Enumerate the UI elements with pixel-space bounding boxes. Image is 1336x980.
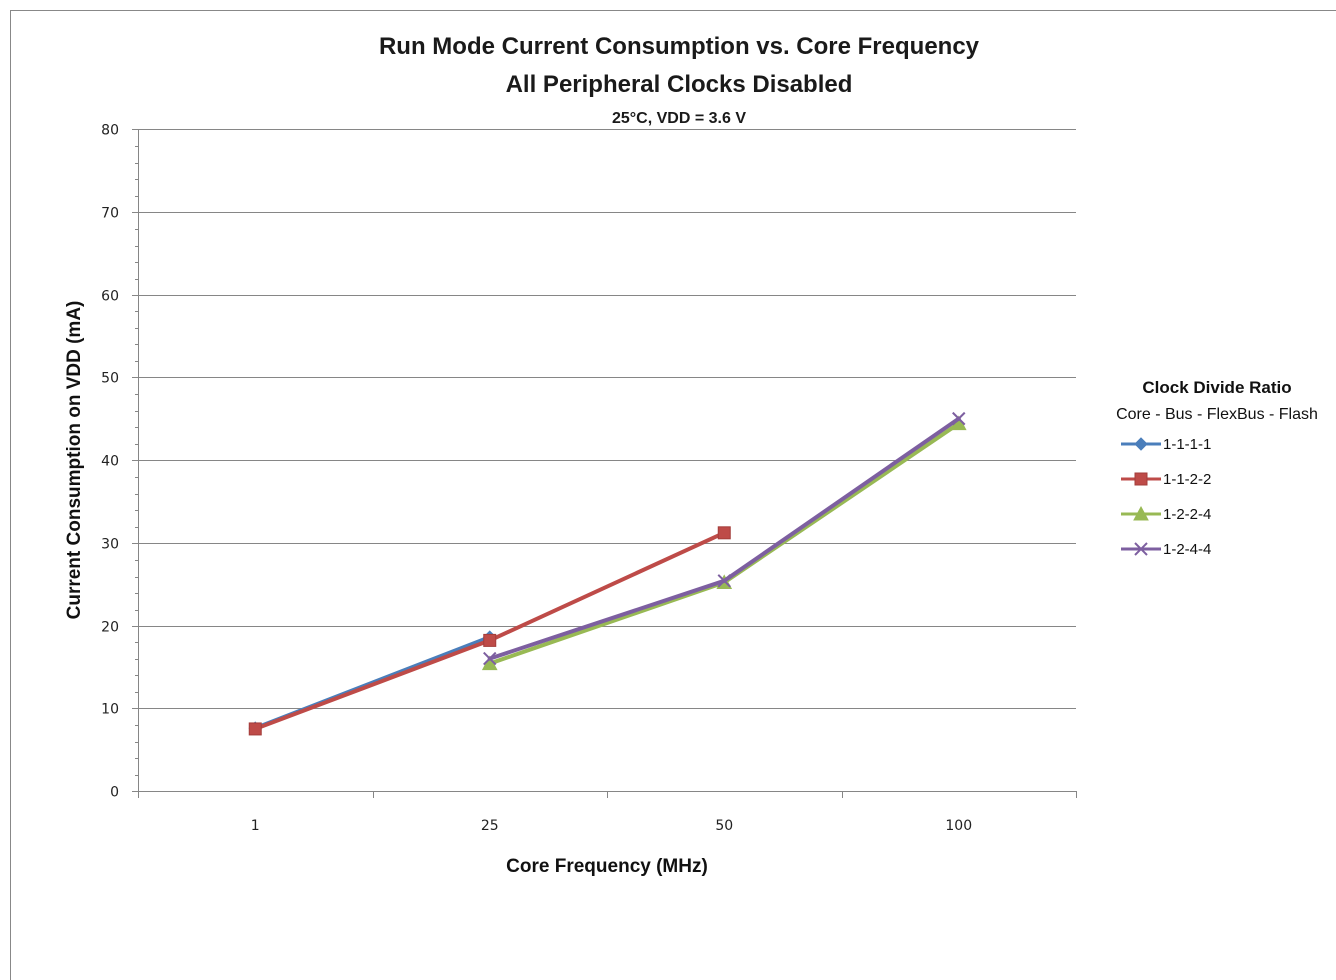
legend-item: 1-2-2-4 <box>1121 505 1211 523</box>
legend-swatch-marker <box>1134 472 1148 486</box>
legend-item: 1-1-2-2 <box>1121 471 1211 488</box>
legend-items: 1-1-1-1 1-1-2-2 1-2-2-4 1-2-4-4 <box>1121 436 1211 558</box>
y-tick-label: 10 <box>101 702 119 718</box>
chart-border <box>10 10 1336 980</box>
data-point <box>952 411 966 426</box>
legend-swatch-marker <box>1134 437 1148 451</box>
legend: Clock Divide Ratio Core - Bus - FlexBus … <box>1116 378 1318 558</box>
y-tick-label: 70 <box>101 206 119 222</box>
data-point <box>483 633 497 647</box>
y-tick-label: 20 <box>101 620 119 636</box>
legend-item: 1-2-4-4 <box>1121 541 1211 558</box>
chart-title: Run Mode Current Consumption vs. Core Fr… <box>379 33 980 60</box>
y-tick-label: 60 <box>101 289 119 305</box>
legend-subtitle: Core - Bus - FlexBus - Flash <box>1116 406 1318 423</box>
data-point <box>717 574 731 588</box>
y-tick-label: 0 <box>110 785 119 801</box>
y-axis-title: Current Consumption on VDD (mA) <box>64 301 85 620</box>
y-tick-label: 30 <box>101 537 119 553</box>
data-point <box>483 651 497 666</box>
x-tick-label: 100 <box>945 818 972 834</box>
marker-x-stroke <box>483 651 497 666</box>
x-tick-label: 50 <box>715 818 733 834</box>
marker-x-stroke <box>717 574 731 588</box>
legend-item: 1-1-1-1 <box>1121 436 1211 453</box>
legend-title: Clock Divide Ratio <box>1142 378 1291 397</box>
x-tick-label: 25 <box>481 818 499 834</box>
data-point <box>248 722 262 736</box>
marker-x-stroke <box>952 411 966 426</box>
marker-x-stroke <box>1134 542 1148 556</box>
legend-swatch-marker <box>1134 542 1148 556</box>
legend-label: 1-1-1-1 <box>1163 436 1211 453</box>
series-layer <box>248 411 967 736</box>
data-point <box>717 526 731 540</box>
legend-swatch-marker <box>1133 505 1149 521</box>
x-axis-title: Core Frequency (MHz) <box>506 856 708 877</box>
y-tick-label: 50 <box>101 371 119 387</box>
series-1-1-2-2 <box>248 526 731 736</box>
y-tick-label: 80 <box>101 123 119 139</box>
series-1-2-4-4 <box>483 411 966 666</box>
x-tick-label: 1 <box>251 818 260 834</box>
axis-layer: 0 10 20 30 40 50 60 70 80 1 25 50 100 <box>101 123 1077 834</box>
legend-label: 1-1-2-2 <box>1163 471 1211 488</box>
grid-layer <box>138 129 1076 709</box>
chart-subtitle-conditions: 25°C, VDD = 3.6 V <box>612 110 746 127</box>
chart-subtitle: All Peripheral Clocks Disabled <box>506 71 853 98</box>
legend-label: 1-2-4-4 <box>1163 541 1211 558</box>
y-tick-label: 40 <box>101 454 119 470</box>
legend-label: 1-2-2-4 <box>1163 506 1211 523</box>
